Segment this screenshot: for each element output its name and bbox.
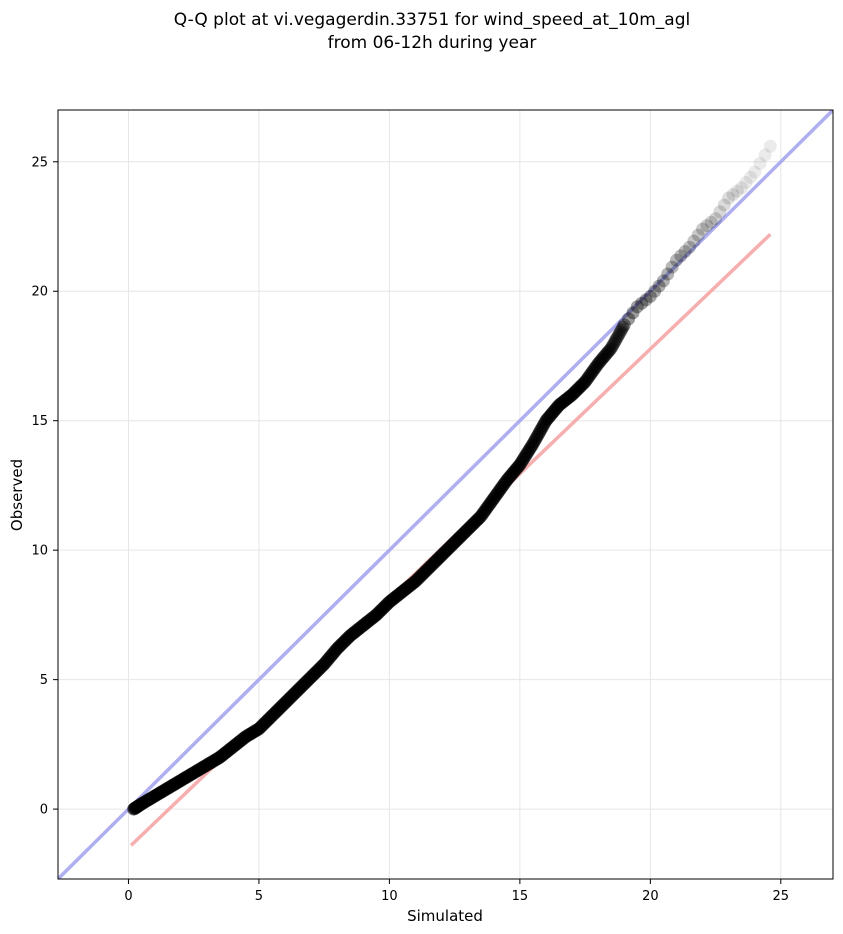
quantile-point-413 xyxy=(763,139,777,153)
quantile-point-390 xyxy=(661,267,675,281)
quantile-point-373 xyxy=(608,334,622,348)
quantile-point-364 xyxy=(596,351,610,365)
x-tick-label-0: 0 xyxy=(124,889,132,904)
x-tick-label-4: 20 xyxy=(642,889,659,904)
quantile-point-401 xyxy=(709,212,723,226)
quantile-point-360 xyxy=(591,357,605,371)
quantile-point-354 xyxy=(583,368,597,382)
chart-title: Q-Q plot at vi.vegagerdin.33751 for wind… xyxy=(174,10,690,53)
quantile-point-377 xyxy=(613,325,627,339)
quantile-point-389 xyxy=(656,274,670,288)
quantile-point-391 xyxy=(665,260,679,274)
quantile-point-402 xyxy=(713,205,727,219)
quantile-point-370 xyxy=(604,341,618,355)
quantile-point-412 xyxy=(758,148,772,162)
x-tick-label-2: 10 xyxy=(381,889,398,904)
y-axis-ticks: 0 5 10 15 20 25 xyxy=(31,155,58,818)
quantile-point-369 xyxy=(603,343,617,357)
x-tick-label-1: 5 xyxy=(255,889,263,904)
quantile-point-400 xyxy=(704,215,718,229)
quantile-points xyxy=(127,139,777,816)
quantile-point-393 xyxy=(674,249,688,263)
quantile-point-395 xyxy=(682,240,696,254)
y-axis-label: Observed xyxy=(8,459,26,531)
quantile-point-365 xyxy=(598,349,612,363)
quantile-point-403 xyxy=(717,198,731,212)
y-tick-label-4: 20 xyxy=(31,285,48,300)
quantile-point-371 xyxy=(606,339,620,353)
quantile-point-394 xyxy=(678,245,692,259)
quantile-point-409 xyxy=(743,170,757,184)
quantile-point-375 xyxy=(611,330,625,344)
quantile-point-404 xyxy=(722,191,736,205)
quantile-point-372 xyxy=(607,337,621,351)
quantile-point-396 xyxy=(687,234,701,248)
quantile-point-381 xyxy=(622,312,636,326)
quantile-point-361 xyxy=(592,355,606,369)
x-axis-ticks: 0 5 10 15 20 25 xyxy=(124,879,789,904)
quantile-point-386 xyxy=(643,289,657,303)
quantile-point-387 xyxy=(648,284,662,298)
y-tick-label-3: 15 xyxy=(31,414,48,429)
quantile-point-405 xyxy=(726,188,740,202)
quantile-point-406 xyxy=(730,184,744,198)
quantile-point-380 xyxy=(617,318,631,332)
y-tick-label-2: 10 xyxy=(31,544,48,559)
quantile-point-362 xyxy=(594,354,608,368)
quantile-point-411 xyxy=(753,157,767,171)
chart-title-line-1: Q-Q plot at vi.vegagerdin.33751 for wind… xyxy=(174,10,690,30)
quantile-point-408 xyxy=(739,175,753,189)
one-to-one-reference-line xyxy=(58,110,833,879)
quantile-point-358 xyxy=(589,360,603,374)
quantile-point-356 xyxy=(586,364,600,378)
quantile-point-378 xyxy=(615,323,629,337)
x-axis-label: Simulated xyxy=(407,907,483,925)
quantile-point-399 xyxy=(700,219,714,233)
chart-title-line-2: from 06-12h during year xyxy=(328,33,537,53)
quantile-point-355 xyxy=(585,366,599,380)
quantile-point-368 xyxy=(602,344,616,358)
quantile-point-363 xyxy=(595,352,609,366)
y-tick-label-1: 5 xyxy=(40,673,48,688)
y-tick-label-5: 25 xyxy=(31,155,48,170)
quantile-point-410 xyxy=(748,165,762,179)
quantile-point-379 xyxy=(616,320,630,334)
x-tick-label-3: 15 xyxy=(512,889,529,904)
x-tick-label-5: 25 xyxy=(773,889,790,904)
quantile-point-367 xyxy=(600,346,614,360)
y-tick-label-0: 0 xyxy=(40,803,48,818)
quantile-point-374 xyxy=(609,332,623,346)
quantile-point-359 xyxy=(590,359,604,373)
quantile-point-384 xyxy=(635,296,649,310)
quantile-point-376 xyxy=(612,327,626,341)
quantile-point-407 xyxy=(735,181,749,195)
plot-frame xyxy=(57,109,834,880)
quantile-point-397 xyxy=(691,228,705,242)
quantile-point-385 xyxy=(639,293,653,307)
quantile-point-398 xyxy=(696,222,710,236)
quantile-point-388 xyxy=(652,279,666,293)
quantile-point-357 xyxy=(587,362,601,376)
quantile-point-366 xyxy=(599,347,613,361)
quantile-point-392 xyxy=(669,253,683,267)
quantile-point-382 xyxy=(626,306,640,320)
quantile-point-383 xyxy=(630,300,644,314)
